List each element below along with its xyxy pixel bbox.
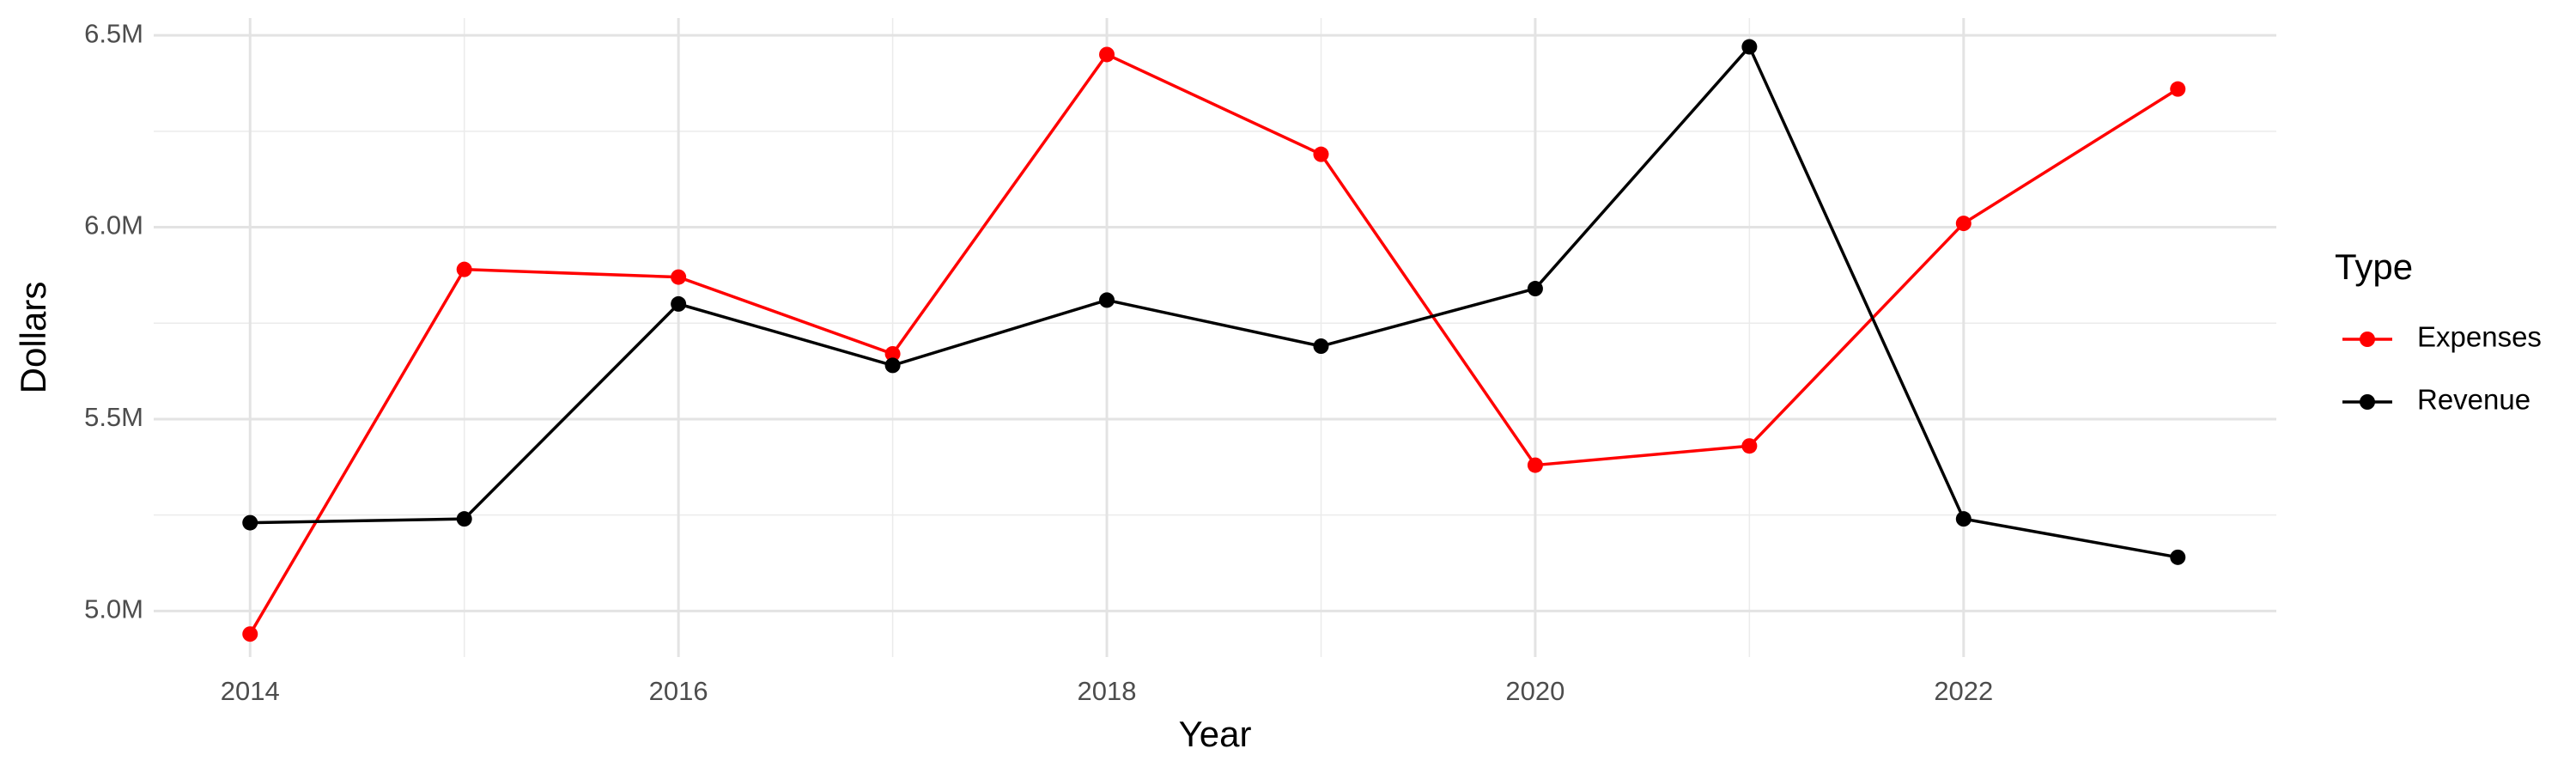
data-point	[1313, 338, 1329, 355]
data-point	[1099, 46, 1115, 63]
data-point	[884, 357, 901, 374]
x-tick-label: 2016	[649, 676, 708, 706]
x-tick-label: 2022	[1934, 676, 1993, 706]
x-tick-label: 2018	[1078, 676, 1137, 706]
legend-title: Type	[2335, 247, 2413, 287]
series-line	[250, 44, 2178, 559]
data-point	[1955, 511, 1971, 527]
y-tick-label: 6.0M	[84, 210, 143, 240]
data-point	[884, 345, 901, 362]
series-line	[248, 52, 2179, 636]
legend-key-point	[2360, 332, 2375, 347]
legend-label: Expenses	[2417, 321, 2542, 353]
data-point	[242, 514, 258, 531]
data-point	[1741, 438, 1758, 454]
y-tick-label: 5.0M	[84, 594, 143, 624]
data-point	[456, 511, 472, 527]
x-tick-label: 2020	[1505, 676, 1564, 706]
y-axis-title: Dollars	[13, 282, 53, 394]
data-point	[2170, 549, 2186, 565]
y-tick-label: 5.5M	[84, 402, 143, 432]
legend-key-point	[2360, 394, 2375, 410]
data-point	[242, 626, 258, 642]
data-point	[1313, 146, 1329, 162]
y-tick-label: 6.5M	[84, 18, 143, 48]
data-point	[1955, 216, 1971, 232]
data-point	[456, 261, 472, 277]
data-point	[2170, 81, 2186, 97]
x-axis-title: Year	[1179, 714, 1252, 754]
data-point	[671, 269, 687, 285]
data-point	[1527, 281, 1543, 297]
data-point	[1527, 457, 1543, 473]
data-point	[1099, 292, 1115, 308]
data-point	[671, 295, 687, 312]
data-point	[1741, 39, 1758, 55]
legend-label: Revenue	[2417, 384, 2530, 416]
x-tick-label: 2014	[221, 676, 280, 706]
